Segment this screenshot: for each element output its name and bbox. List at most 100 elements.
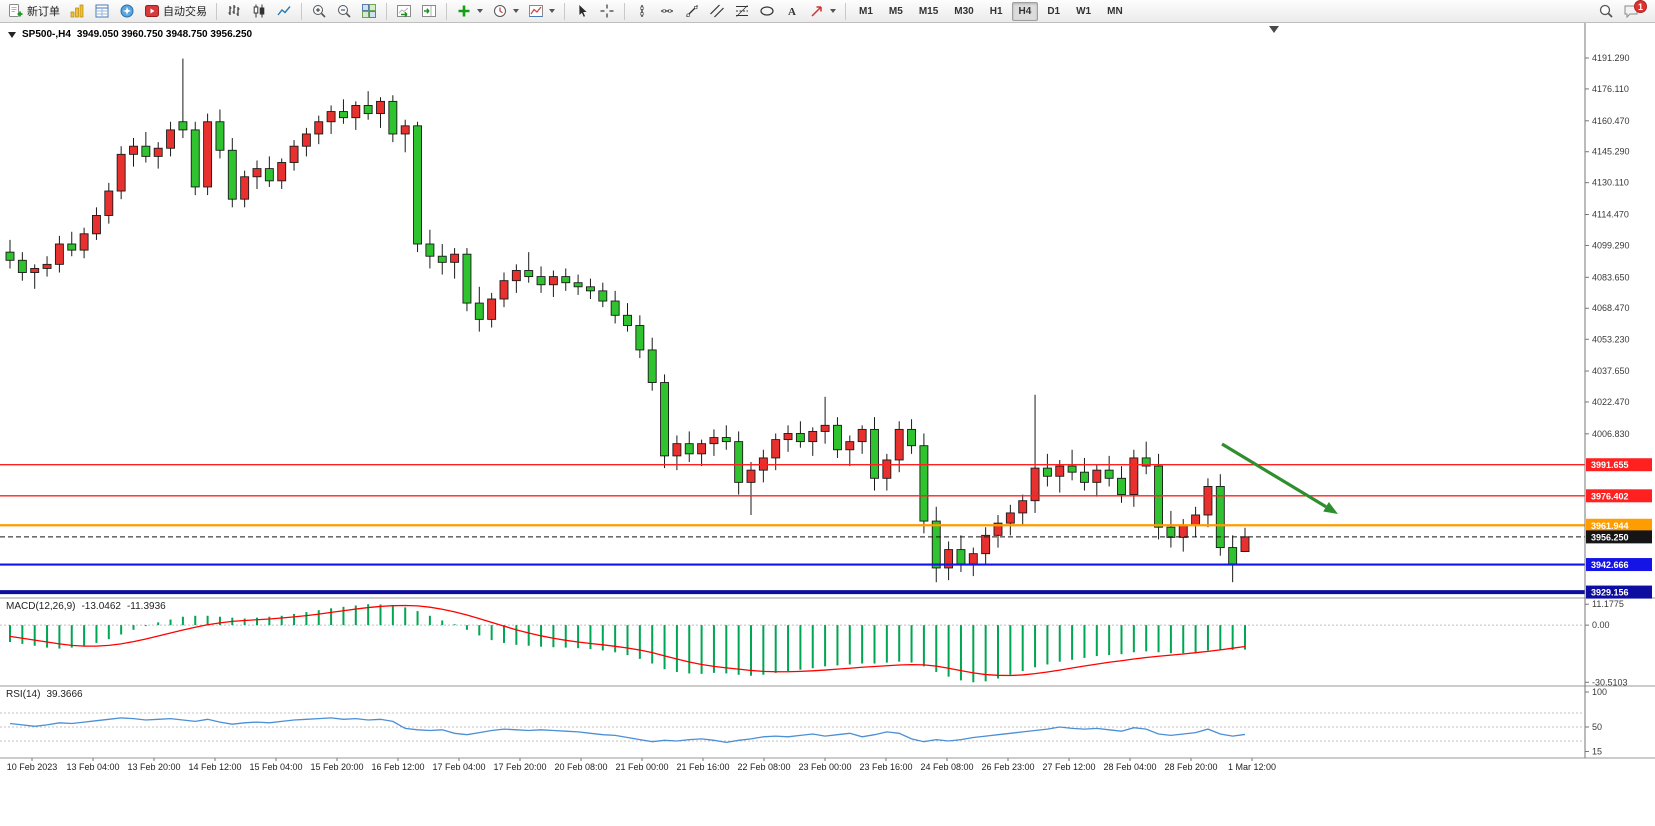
horizontal-line-tool[interactable]	[655, 1, 679, 21]
dropdown-caret-icon	[549, 9, 555, 13]
svg-text:A: A	[788, 6, 796, 18]
market-watch-icon	[70, 4, 84, 18]
cursor-icon	[578, 3, 588, 18]
timeframe-button-m1[interactable]: M1	[852, 2, 880, 21]
scroll-to-end-button[interactable]	[392, 1, 416, 21]
macd-value-main: -13.0462	[81, 601, 121, 612]
timeframe-button-h4[interactable]: H4	[1011, 1, 1039, 21]
data-window-button[interactable]	[90, 1, 114, 21]
svg-text:10 Feb 2023: 10 Feb 2023	[7, 762, 58, 772]
svg-text:4022.470: 4022.470	[1592, 397, 1630, 407]
timeframe-button-m30[interactable]: M30	[947, 2, 980, 21]
timeframe-button-mn[interactable]: MN	[1100, 2, 1130, 21]
svg-text:4083.650: 4083.650	[1592, 272, 1630, 282]
navigator-button[interactable]	[115, 1, 139, 21]
price-axis[interactable]	[1585, 23, 1655, 758]
channel-icon	[710, 4, 724, 18]
new-order-label: 新订单	[27, 6, 60, 18]
svg-text:28 Feb 20:00: 28 Feb 20:00	[1164, 762, 1217, 772]
notification-badge: 1	[1634, 0, 1647, 13]
new-order-button[interactable]: 新订单	[4, 1, 64, 21]
svg-text:23 Feb 00:00: 23 Feb 00:00	[798, 762, 851, 772]
dropdown-caret-icon	[477, 9, 483, 13]
shapes-tool[interactable]	[755, 1, 779, 21]
chart-ohlc-values: 3949.050 3960.750 3948.750 3956.250	[76, 29, 253, 40]
navigator-icon	[120, 4, 134, 18]
timeframe-button-h1[interactable]: H1	[983, 2, 1010, 21]
zoom-out-button[interactable]	[332, 1, 356, 21]
svg-text:4053.230: 4053.230	[1592, 334, 1630, 344]
timeframe-button-m15[interactable]: M15	[912, 2, 945, 21]
chart-shift-button[interactable]	[417, 1, 441, 21]
rsi-label: RSI(14)	[6, 689, 41, 700]
svg-text:100: 100	[1592, 687, 1607, 697]
scroll-to-end-icon	[397, 5, 411, 18]
svg-text:26 Feb 23:00: 26 Feb 23:00	[981, 762, 1034, 772]
cursor-button[interactable]	[570, 1, 594, 21]
price-shift-marker[interactable]	[1269, 26, 1279, 33]
bar-chart-button[interactable]	[222, 1, 246, 21]
autotrading-label: 自动交易	[163, 6, 207, 18]
chart-shift-icon	[422, 5, 436, 17]
search-button[interactable]	[1594, 1, 1618, 21]
tile-windows-button[interactable]	[357, 1, 381, 21]
autotrading-button[interactable]: 自动交易	[140, 1, 211, 21]
line-chart-button[interactable]	[272, 1, 296, 21]
zoom-in-icon	[313, 5, 326, 18]
timeframe-button-d1[interactable]: D1	[1040, 2, 1067, 21]
market-watch-button[interactable]	[65, 1, 89, 21]
macd-label: MACD(12,26,9)	[6, 601, 76, 612]
toolbar-separator	[386, 2, 387, 20]
svg-text:4160.470: 4160.470	[1592, 116, 1630, 126]
dropdown-caret-icon	[513, 9, 519, 13]
trendline-tool[interactable]	[680, 1, 704, 21]
time-axis[interactable]	[0, 758, 1585, 780]
notifications-button[interactable]: 1	[1619, 0, 1647, 21]
bar-chart-icon	[228, 5, 240, 16]
timeframe-button-m5[interactable]: M5	[882, 2, 910, 21]
line-chart-icon	[277, 6, 291, 16]
svg-text:4006.830: 4006.830	[1592, 429, 1630, 439]
svg-text:11.1775: 11.1775	[1592, 599, 1624, 609]
svg-text:24 Feb 08:00: 24 Feb 08:00	[920, 762, 973, 772]
text-tool[interactable]: A	[780, 1, 804, 21]
zoom-in-button[interactable]	[307, 1, 331, 21]
add-indicator-button[interactable]	[452, 1, 487, 21]
svg-text:27 Feb 12:00: 27 Feb 12:00	[1042, 762, 1095, 772]
crosshair-button[interactable]	[595, 1, 619, 21]
crosshair-icon	[600, 4, 614, 18]
timeframe-button-w1[interactable]: W1	[1069, 2, 1098, 21]
svg-text:3991.655: 3991.655	[1591, 460, 1629, 470]
svg-text:15 Feb 20:00: 15 Feb 20:00	[310, 762, 363, 772]
svg-text:17 Feb 20:00: 17 Feb 20:00	[493, 762, 546, 772]
periods-button[interactable]	[488, 1, 523, 21]
candlestick-chart-icon	[253, 4, 265, 18]
arrows-tool[interactable]	[805, 1, 840, 21]
svg-text:21 Feb 16:00: 21 Feb 16:00	[676, 762, 729, 772]
toolbar: 新订单 自动交易	[0, 0, 1655, 23]
arrow-object-icon	[811, 6, 822, 17]
svg-text:50: 50	[1592, 722, 1602, 732]
vertical-line-tool[interactable]	[630, 1, 654, 21]
toolbar-separator	[845, 2, 846, 20]
fibonacci-icon	[736, 5, 748, 17]
svg-text:-30.5103: -30.5103	[1592, 677, 1628, 687]
svg-text:4130.110: 4130.110	[1592, 178, 1629, 188]
one-click-trading-toggle[interactable]	[8, 31, 16, 38]
templates-button[interactable]	[524, 1, 559, 21]
rsi-indicator-label: RSI(14) 39.3666	[6, 689, 83, 700]
svg-text:0.00: 0.00	[1592, 620, 1610, 630]
fibonacci-tool[interactable]	[730, 1, 754, 21]
svg-text:15 Feb 04:00: 15 Feb 04:00	[249, 762, 302, 772]
dropdown-caret-icon	[830, 9, 836, 13]
svg-text:28 Feb 04:00: 28 Feb 04:00	[1103, 762, 1156, 772]
text-icon: A	[788, 6, 796, 18]
svg-text:14 Feb 12:00: 14 Feb 12:00	[188, 762, 241, 772]
svg-text:21 Feb 00:00: 21 Feb 00:00	[615, 762, 668, 772]
clock-icon	[494, 5, 506, 17]
channel-tool[interactable]	[705, 1, 729, 21]
macd-value-signal: -11.3936	[126, 601, 166, 612]
ellipse-icon	[760, 6, 774, 16]
candlestick-chart-button[interactable]	[247, 1, 271, 21]
